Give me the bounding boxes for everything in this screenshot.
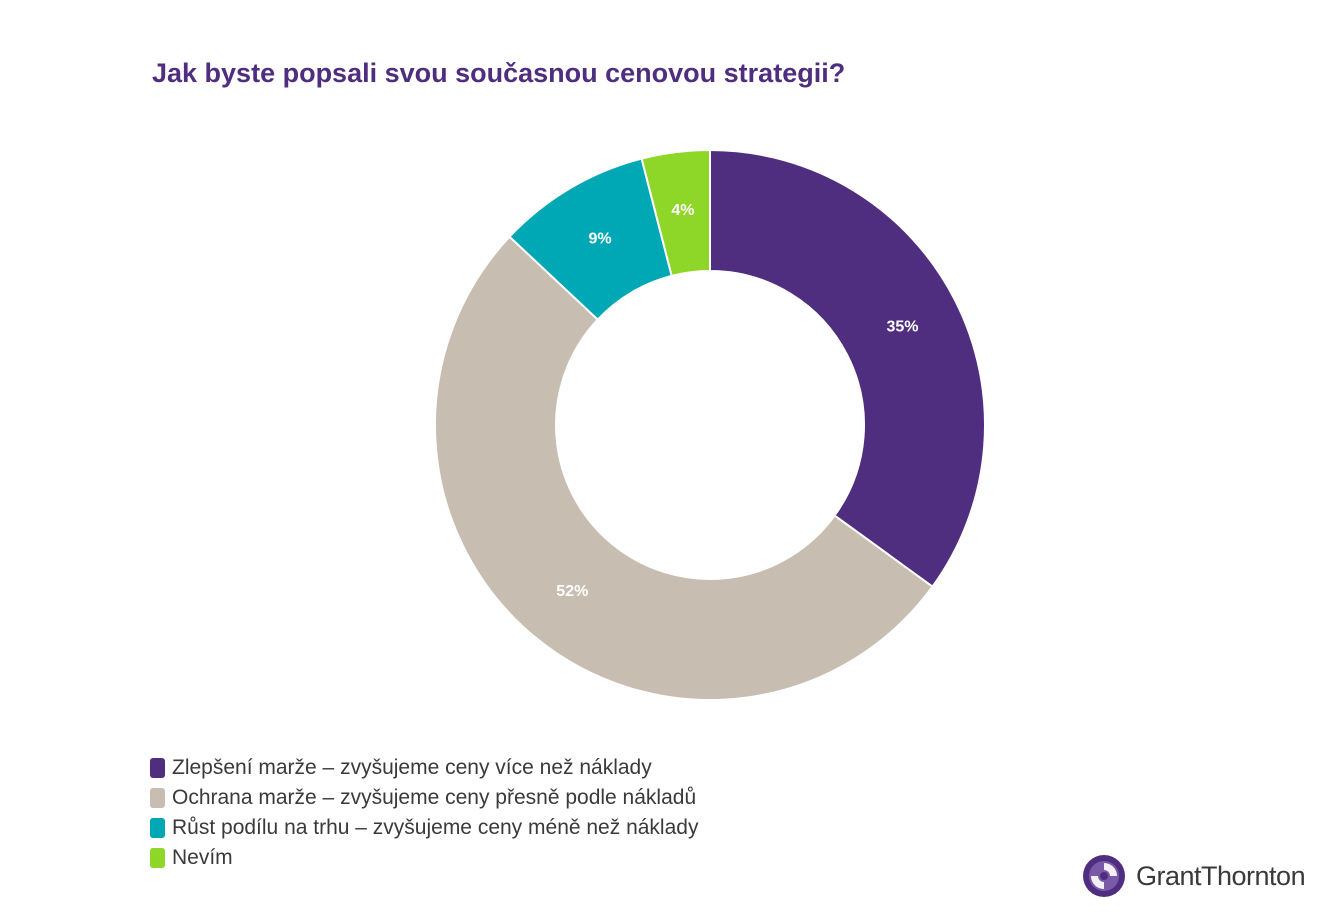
donut-slice xyxy=(434,235,934,702)
chart-legend: Zlepšení marže – zvyšujeme ceny více než… xyxy=(150,753,698,873)
donut-slice xyxy=(640,148,711,278)
legend-swatch xyxy=(150,758,165,778)
logo-icon xyxy=(1083,855,1125,897)
legend-label: Ochrana marže – zvyšujeme ceny přesně po… xyxy=(172,786,697,809)
slice-label: 35% xyxy=(886,318,918,335)
slice-label: 9% xyxy=(588,231,611,248)
company-logo: GrantThornton xyxy=(1082,854,1306,898)
legend-swatch xyxy=(150,848,165,868)
legend-label: Zlepšení marže – zvyšujeme ceny více než… xyxy=(172,756,652,779)
slice-label: 4% xyxy=(671,202,694,219)
logo-text: GrantThornton xyxy=(1136,860,1306,891)
legend-label: Růst podílu na trhu – zvyšujeme ceny mén… xyxy=(172,816,699,839)
legend-item: Růst podílu na trhu – zvyšujeme ceny mén… xyxy=(150,813,698,843)
legend-swatch xyxy=(150,788,165,808)
legend-swatch xyxy=(150,818,165,838)
legend-item: Zlepšení marže – zvyšujeme ceny více než… xyxy=(150,753,698,783)
slice-label: 52% xyxy=(556,583,588,600)
chart-title: Jak byste popsali svou současnou cenovou… xyxy=(152,58,846,88)
donut-slice xyxy=(709,148,986,589)
legend-item: Nevím xyxy=(150,843,698,873)
legend-item: Ochrana marže – zvyšujeme ceny přesně po… xyxy=(150,783,698,813)
legend-label: Nevím xyxy=(172,846,233,869)
